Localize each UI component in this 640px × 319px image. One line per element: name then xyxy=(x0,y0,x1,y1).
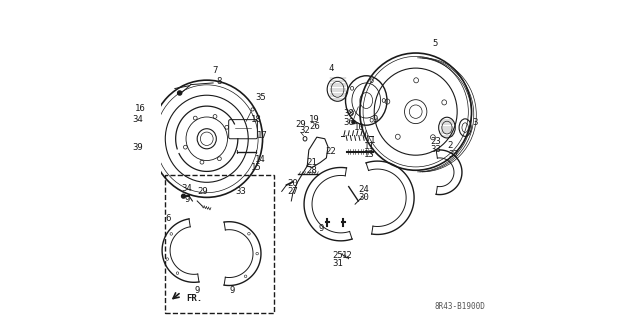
Text: 25: 25 xyxy=(333,251,344,260)
Text: 35: 35 xyxy=(255,93,266,102)
Text: 8: 8 xyxy=(217,77,222,86)
Text: 13: 13 xyxy=(364,150,375,159)
Text: 9: 9 xyxy=(230,286,235,295)
Text: 24: 24 xyxy=(358,185,369,194)
Text: 15: 15 xyxy=(250,163,261,172)
Text: 33: 33 xyxy=(430,145,441,154)
Ellipse shape xyxy=(352,121,355,124)
Text: 12: 12 xyxy=(342,251,353,260)
Text: 33: 33 xyxy=(235,187,246,196)
Text: 9: 9 xyxy=(372,115,378,124)
Text: 30: 30 xyxy=(358,193,369,202)
Text: 28: 28 xyxy=(306,166,317,175)
Text: 10: 10 xyxy=(353,123,364,132)
Text: 38: 38 xyxy=(343,109,354,118)
Text: 22: 22 xyxy=(326,147,337,156)
Text: 9: 9 xyxy=(185,195,190,204)
Text: 39: 39 xyxy=(132,143,143,152)
Text: 4: 4 xyxy=(328,64,334,73)
Text: 26: 26 xyxy=(309,122,319,130)
Text: 14: 14 xyxy=(255,155,266,164)
Text: 31: 31 xyxy=(333,259,344,268)
Text: 8R43-B1900D: 8R43-B1900D xyxy=(435,302,486,311)
Text: 11: 11 xyxy=(364,142,375,151)
Text: 5: 5 xyxy=(432,39,438,48)
Text: 23: 23 xyxy=(430,137,441,146)
Text: 27: 27 xyxy=(287,187,298,196)
Text: 34: 34 xyxy=(182,184,193,193)
Text: 32: 32 xyxy=(300,126,310,135)
Text: 2: 2 xyxy=(447,141,453,150)
Text: 18: 18 xyxy=(250,115,261,124)
Text: 3: 3 xyxy=(472,118,477,127)
Text: 1: 1 xyxy=(370,136,375,145)
Ellipse shape xyxy=(182,194,186,198)
Bar xyxy=(165,175,274,313)
Ellipse shape xyxy=(177,91,182,95)
Text: 36: 36 xyxy=(343,118,354,127)
Text: 29: 29 xyxy=(197,187,208,196)
Text: 6: 6 xyxy=(166,214,171,223)
Text: 37: 37 xyxy=(448,150,459,159)
Text: 16: 16 xyxy=(134,104,145,113)
Text: 34: 34 xyxy=(132,115,143,124)
Text: 19: 19 xyxy=(309,115,319,124)
Text: 29: 29 xyxy=(296,120,306,129)
Text: 20: 20 xyxy=(287,179,298,188)
Text: 9: 9 xyxy=(318,224,324,233)
Text: 9: 9 xyxy=(195,286,200,295)
Text: 7: 7 xyxy=(212,66,218,75)
Text: FR.: FR. xyxy=(186,294,202,303)
Text: 21: 21 xyxy=(306,158,317,167)
Text: 17: 17 xyxy=(257,131,268,140)
